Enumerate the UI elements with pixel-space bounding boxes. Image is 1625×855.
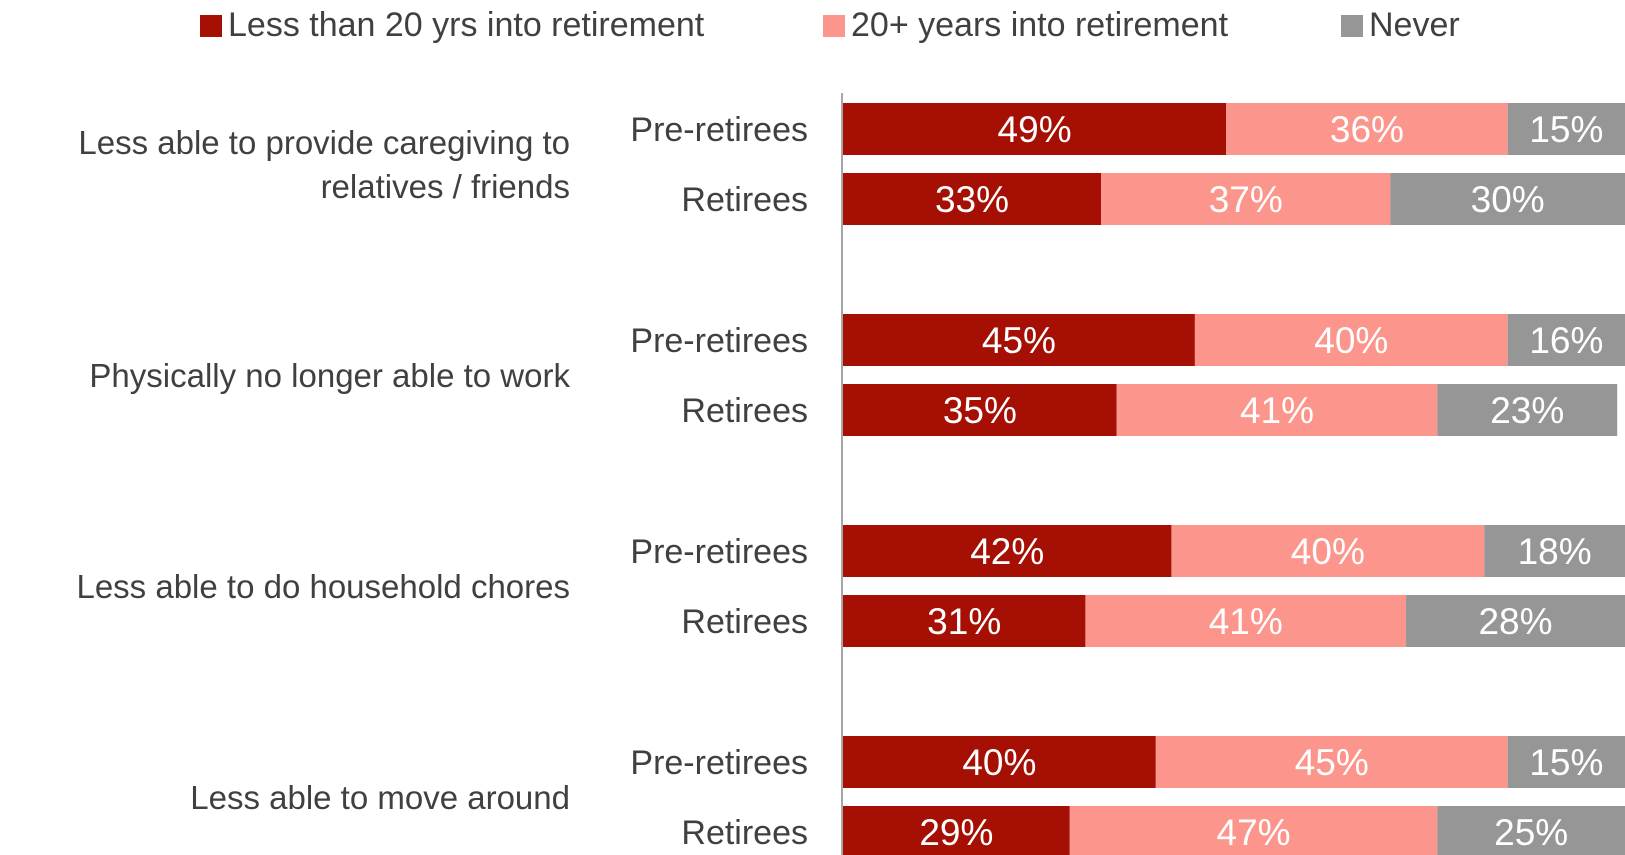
legend-item-never: Never	[1341, 6, 1460, 45]
bar-segment	[843, 314, 1195, 366]
legend-item-20-plus-years: 20+ years into retirement	[823, 6, 1228, 45]
data-label: 42%	[970, 531, 1044, 572]
bar-segment	[1085, 595, 1407, 647]
data-label: 41%	[1240, 390, 1314, 431]
legend-label-never: Never	[1369, 6, 1460, 44]
data-label: 40%	[1314, 320, 1388, 361]
bar-label: Pre-retirees	[630, 322, 808, 360]
data-label: 33%	[935, 179, 1009, 220]
bar-segment	[843, 595, 1086, 647]
bar-segment	[843, 806, 1070, 855]
data-label: 18%	[1518, 531, 1592, 572]
bar-segment	[1507, 103, 1625, 155]
bar-segment	[1101, 173, 1391, 225]
bar-segment	[1484, 525, 1625, 577]
legend-label-less-than-20-yrs: Less than 20 yrs into retirement	[228, 6, 705, 44]
bar-segment	[1507, 736, 1625, 788]
bar-label: Pre-retirees	[630, 533, 808, 571]
bar-segment	[1116, 384, 1438, 436]
legend-label-20-plus-years: 20+ years into retirement	[851, 6, 1229, 44]
legend-swatch-20-plus-years	[823, 14, 845, 37]
category-label: Less able to do household chores	[76, 568, 570, 605]
legend-item-less-than-20-yrs: Less than 20 yrs into retirement	[200, 6, 704, 45]
bar-segment	[1406, 595, 1625, 647]
data-label: 40%	[962, 742, 1036, 783]
bar-segment	[1194, 314, 1508, 366]
legend-swatch-never	[1341, 14, 1363, 37]
data-label: 45%	[982, 320, 1056, 361]
bar-label: Retirees	[681, 181, 808, 219]
bar-label: Pre-retirees	[630, 744, 808, 782]
category-label-line: Less able to provide caregiving to	[78, 124, 570, 161]
bar-segment	[843, 525, 1172, 577]
data-label: 31%	[927, 601, 1001, 642]
data-label: 23%	[1490, 390, 1564, 431]
bar-segment	[1437, 384, 1618, 436]
data-label: 15%	[1529, 742, 1603, 783]
data-label: 25%	[1494, 812, 1568, 853]
data-label: 35%	[943, 390, 1017, 431]
bar-segment	[843, 384, 1117, 436]
data-label: 29%	[919, 812, 993, 853]
bar-segment	[843, 173, 1102, 225]
category-label-line: Less able to move around	[190, 779, 570, 816]
data-label: 49%	[998, 109, 1072, 150]
legend-swatch-less-than-20-yrs	[200, 14, 222, 37]
chart-legend: Less than 20 yrs into retirement 20+ yea…	[0, 6, 1625, 50]
data-label: 45%	[1295, 742, 1369, 783]
data-label: 40%	[1291, 531, 1365, 572]
bar-label: Retirees	[681, 814, 808, 852]
bar-segment	[1390, 173, 1625, 225]
data-label: 47%	[1217, 812, 1291, 853]
bar-segment	[1437, 806, 1625, 855]
bar-label: Retirees	[681, 392, 808, 430]
bar-segment	[1226, 103, 1508, 155]
bar-segment	[843, 103, 1227, 155]
data-label: 30%	[1471, 179, 1545, 220]
data-label: 15%	[1529, 109, 1603, 150]
data-label: 16%	[1529, 320, 1603, 361]
bar-segment	[1507, 314, 1625, 366]
category-label-line: Physically no longer able to work	[89, 357, 570, 394]
category-label-line: relatives / friends	[321, 168, 570, 205]
bar-label: Retirees	[681, 603, 808, 641]
category-label: Less able to move around	[190, 779, 570, 816]
bar-segment	[1069, 806, 1438, 855]
category-label: Physically no longer able to work	[89, 357, 570, 394]
bar-segment	[843, 736, 1156, 788]
category-label-line: Less able to do household chores	[76, 568, 570, 605]
data-label: 37%	[1209, 179, 1283, 220]
bar-segment	[1171, 525, 1485, 577]
data-label: 36%	[1330, 109, 1404, 150]
category-label: Less able to provide caregiving to relati…	[78, 124, 570, 205]
data-label: 41%	[1209, 601, 1283, 642]
bar-segment	[1155, 736, 1508, 788]
data-label: 28%	[1478, 601, 1552, 642]
bar-label: Pre-retirees	[630, 111, 808, 149]
